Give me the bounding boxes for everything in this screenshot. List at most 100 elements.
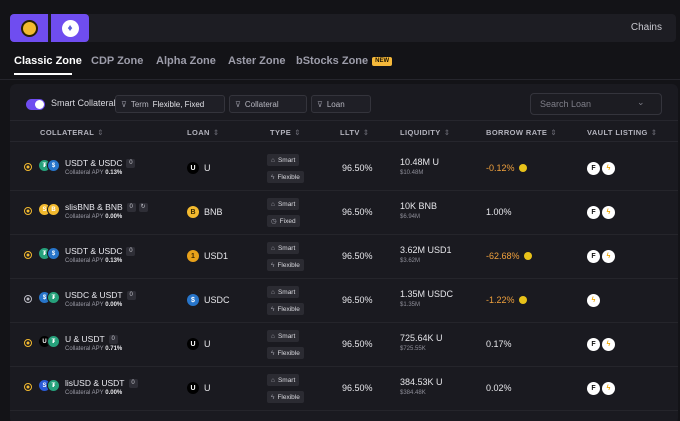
collateral-pair-icons: U ₮ [38, 335, 62, 349]
sort-icon: ⇕ [443, 128, 451, 137]
loan-filter-label: Loan [326, 99, 345, 109]
usd1-token-icon: 1 [187, 250, 199, 262]
usdt-token-icon: ₮ [47, 291, 60, 304]
chevron-down-icon[interactable]: ⌄ [637, 97, 645, 107]
lightning-icon: ϟ [271, 349, 275, 357]
bnb-chain-icon [20, 19, 38, 37]
apy-value: 0.71% [105, 346, 123, 352]
vault-f-icon[interactable]: F [587, 250, 600, 263]
sort-icon: ⇕ [362, 128, 370, 137]
pair-count-badge: 0 [126, 247, 136, 257]
table-row[interactable]: S ₮ lisUSD & USDT 0 Collateral APY 0.00% … [10, 367, 678, 411]
table-row[interactable]: ₮ $ USDT & USDC 0 Collateral APY 0.13% U … [10, 147, 678, 191]
pair-count-badge: 0 [108, 335, 118, 345]
vault-f-icon[interactable]: F [587, 162, 600, 175]
liquidity-usd: $6.94M [400, 214, 421, 220]
type-smart-label: Smart [277, 376, 296, 384]
collateral-apy: Collateral APY 0.13% [65, 170, 122, 176]
col-collateral[interactable]: COLLATERAL ⇕ [40, 128, 104, 137]
col-loan[interactable]: LOAN ⇕ [187, 128, 220, 137]
chain-button-ethereum[interactable]: ♦ [51, 14, 89, 42]
tab-bstocks-label: bStocks Zone [296, 55, 369, 67]
vault-lightning-icon[interactable]: ϟ [602, 162, 615, 175]
type-smart-chip: ⌂ Smart [267, 242, 300, 254]
usdc-token-icon: $ [47, 159, 60, 172]
type-term-label: Flexible [277, 349, 300, 357]
usdt-token-icon: ₮ [47, 335, 60, 348]
borrow-rate: 0.02% [486, 383, 512, 393]
collateral-apy: Collateral APY 0.00% [65, 214, 122, 220]
vault-f-icon[interactable]: F [587, 382, 600, 395]
filter-icon: ⊽ [121, 99, 127, 109]
apy-label: Collateral APY [65, 390, 104, 396]
tab-classic-zone[interactable]: Classic Zone [14, 55, 82, 67]
col-collateral-label: COLLATERAL [40, 128, 95, 137]
search-loan-input[interactable]: Search Loan [530, 93, 662, 115]
ethereum-icon: ♦ [61, 19, 79, 37]
vault-lightning-icon[interactable]: ϟ [602, 206, 615, 219]
table-row[interactable]: S B slisBNB & BNB 0 ↻ Collateral APY 0.00%… [10, 191, 678, 235]
loan-filter[interactable]: ⊽ Loan [311, 95, 371, 113]
apy-label: Collateral APY [65, 346, 104, 352]
lightning-icon: ϟ [271, 261, 275, 269]
table-row[interactable]: U ₮ U & USDT 0 Collateral APY 0.71% U U ⌂… [10, 323, 678, 367]
lltv-value: 96.50% [342, 339, 373, 349]
tab-cdp-zone[interactable]: CDP Zone [91, 55, 144, 67]
lltv-value: 96.50% [342, 251, 373, 261]
col-type[interactable]: TYPE ⇕ [270, 128, 301, 137]
vault-f-icon[interactable]: F [587, 206, 600, 219]
apy-value: 0.00% [105, 390, 123, 396]
liquidity-value: 3.62M USD1 [400, 245, 452, 255]
type-fixed-chip: ◷ Fixed [267, 215, 300, 227]
tabs-divider [0, 79, 680, 80]
term-filter[interactable]: ⊽ Term Flexible, Fixed [115, 95, 225, 113]
loan-name: USD1 [204, 251, 229, 261]
sort-icon: ⇕ [550, 128, 558, 137]
collateral-pair-icons: S B [38, 203, 62, 217]
col-vault-listing-label: VAULT LISTING [587, 128, 648, 137]
pair-label: USDC & USDT [65, 290, 123, 300]
type-term-label: Fixed [279, 217, 296, 225]
smart-star-icon [24, 339, 32, 347]
collateral-pair-icons: ₮ $ [38, 159, 62, 173]
tab-alpha-zone[interactable]: Alpha Zone [156, 55, 216, 67]
liquidity-value: 725.64K U [400, 333, 443, 343]
vault-lightning-icon[interactable]: ϟ [602, 382, 615, 395]
type-flexible-chip: ϟ Flexible [267, 347, 304, 359]
sort-icon: ⇕ [97, 128, 104, 137]
table-row[interactable]: $ ₮ USDC & USDT 0 Collateral APY 0.00% $ … [10, 279, 678, 323]
apy-value: 0.13% [105, 170, 123, 176]
type-flexible-chip: ϟ Flexible [267, 259, 304, 271]
col-vault-listing[interactable]: VAULT LISTING ⇕ [587, 128, 657, 137]
smart-collateral-toggle[interactable] [26, 99, 45, 110]
lightning-icon: ϟ [271, 173, 275, 181]
smart-icon: ⌂ [271, 200, 275, 208]
collateral-pair-name: slisBNB & BNB 0 ↻ [65, 202, 148, 213]
col-loan-label: LOAN [187, 128, 210, 137]
col-lltv[interactable]: LLTV ⇕ [340, 128, 369, 137]
tab-bstocks-zone[interactable]: bStocks Zone NEW [296, 55, 393, 67]
borrow-rate-value: -0.12% [486, 163, 515, 173]
borrow-rate-value: -1.22% [486, 295, 515, 305]
sort-icon: ⇕ [294, 128, 301, 137]
col-borrow-rate[interactable]: BORROW RATE ⇕ [486, 128, 557, 137]
vault-f-icon[interactable]: F [587, 338, 600, 351]
pair-label: lisUSD & USDT [65, 378, 125, 388]
collateral-filter[interactable]: ⊽ Collateral [229, 95, 307, 113]
vault-lightning-icon[interactable]: ϟ [602, 250, 615, 263]
liquidity-usd: $384.48K [400, 390, 426, 396]
loan-name: U [204, 163, 211, 173]
pair-count-badge: 0 [126, 203, 136, 213]
type-smart-chip: ⌂ Smart [267, 154, 300, 166]
col-liquidity-label: LIQUIDITY [400, 128, 441, 137]
tab-aster-zone[interactable]: Aster Zone [228, 55, 286, 67]
vault-lightning-icon[interactable]: ϟ [602, 338, 615, 351]
vault-lightning-icon[interactable]: ϟ [587, 294, 600, 307]
col-liquidity[interactable]: LIQUIDITY ⇕ [400, 128, 450, 137]
chains-label[interactable]: Chains [630, 22, 662, 33]
chain-button-bnb[interactable] [10, 14, 48, 42]
apy-label: Collateral APY [65, 258, 104, 264]
pair-label: slisBNB & BNB [65, 202, 123, 212]
collateral-pair-name: U & USDT 0 [65, 334, 118, 345]
table-row[interactable]: ₮ $ USDT & USDC 0 Collateral APY 0.13% 1 … [10, 235, 678, 279]
